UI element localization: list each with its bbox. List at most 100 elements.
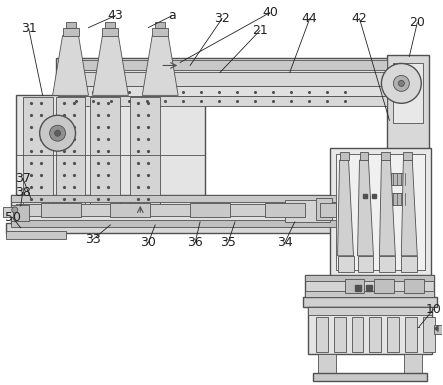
Bar (320, 203, 336, 217)
Bar (352, 316, 364, 352)
Bar (190, 203, 230, 217)
Text: 31: 31 (21, 22, 37, 35)
Bar (385, 190, 417, 208)
Circle shape (40, 115, 75, 151)
Bar (308, 306, 432, 355)
Polygon shape (401, 160, 417, 256)
Bar (66, 22, 75, 28)
Polygon shape (358, 160, 373, 256)
Bar (41, 203, 81, 217)
Bar (404, 355, 422, 377)
Polygon shape (338, 160, 354, 256)
Bar (58, 72, 387, 86)
Bar (152, 28, 168, 35)
Bar (305, 275, 434, 296)
Bar (265, 203, 305, 217)
Text: 21: 21 (252, 24, 268, 37)
Bar (358, 256, 373, 272)
Bar (90, 97, 120, 208)
Bar (58, 96, 387, 106)
Bar (434, 325, 442, 335)
Bar (308, 306, 432, 315)
Bar (379, 256, 395, 272)
Text: 33: 33 (85, 233, 101, 246)
Text: 36: 36 (187, 236, 203, 249)
Bar (16, 95, 205, 210)
Text: 50: 50 (5, 211, 21, 224)
Circle shape (12, 207, 18, 213)
Text: a: a (168, 9, 176, 22)
Text: 37: 37 (15, 172, 31, 184)
Bar (56, 97, 85, 208)
Polygon shape (434, 326, 438, 331)
Bar (16, 204, 345, 216)
Bar (340, 152, 349, 160)
Text: 42: 42 (352, 12, 367, 25)
Bar (105, 22, 115, 28)
Bar (62, 28, 78, 35)
Bar (345, 279, 365, 293)
Bar (391, 173, 411, 185)
Bar (338, 256, 354, 272)
Bar (285, 200, 330, 222)
Polygon shape (379, 160, 395, 256)
Bar (393, 64, 423, 123)
Bar (369, 316, 381, 352)
Bar (58, 86, 387, 96)
Text: 40: 40 (262, 6, 278, 19)
Text: 32: 32 (214, 12, 230, 25)
Bar (23, 97, 53, 208)
Text: 34: 34 (277, 236, 293, 249)
Bar (405, 316, 417, 352)
Circle shape (54, 130, 61, 136)
Bar (11, 195, 350, 202)
Bar (305, 275, 434, 281)
Bar (391, 193, 411, 205)
Bar (11, 205, 29, 221)
Bar (374, 279, 394, 293)
Polygon shape (93, 35, 128, 95)
Bar (11, 220, 350, 227)
Text: 43: 43 (108, 9, 123, 22)
Bar (303, 296, 437, 306)
Bar (102, 28, 118, 35)
Bar (313, 373, 427, 381)
Bar (130, 97, 160, 208)
Bar (110, 203, 150, 217)
Bar (155, 22, 165, 28)
Bar (381, 152, 390, 160)
Bar (58, 60, 387, 70)
Bar (360, 190, 381, 205)
Bar (423, 316, 435, 352)
Bar (3, 207, 13, 217)
Bar (385, 170, 417, 188)
Bar (330, 148, 431, 276)
Text: 20: 20 (409, 16, 425, 29)
Bar (360, 152, 369, 160)
Bar (11, 195, 350, 227)
Bar (6, 223, 354, 233)
Circle shape (393, 75, 409, 91)
Circle shape (398, 80, 404, 86)
Bar (387, 55, 429, 195)
Circle shape (381, 64, 421, 103)
Circle shape (50, 125, 66, 141)
Bar (316, 198, 332, 220)
Bar (305, 291, 434, 296)
Bar (318, 355, 336, 377)
Bar (404, 279, 424, 293)
Bar (387, 316, 399, 352)
Bar (6, 231, 66, 239)
Text: 35: 35 (220, 236, 236, 249)
Text: 44: 44 (302, 12, 318, 25)
Polygon shape (53, 35, 89, 95)
Bar (316, 316, 328, 352)
Bar (403, 152, 412, 160)
Polygon shape (142, 35, 178, 95)
Bar (336, 154, 425, 270)
Bar (56, 59, 389, 105)
Text: 38: 38 (15, 186, 31, 199)
Text: 30: 30 (140, 236, 156, 249)
Bar (401, 256, 417, 272)
Bar (334, 316, 346, 352)
